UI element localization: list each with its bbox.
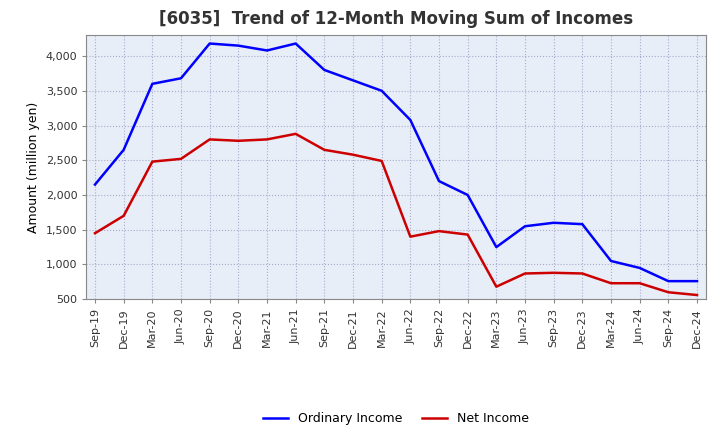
Net Income: [521, 271, 529, 276]
Ordinary Income: [91, 182, 99, 187]
Net Income: [176, 156, 185, 161]
Ordinary Income: [664, 279, 672, 284]
Net Income: [120, 213, 128, 219]
Y-axis label: Amount (million yen): Amount (million yen): [27, 102, 40, 233]
Ordinary Income: [292, 41, 300, 46]
Net Income: [292, 131, 300, 136]
Ordinary Income: [521, 224, 529, 229]
Net Income: [91, 231, 99, 236]
Ordinary Income: [635, 265, 644, 271]
Net Income: [320, 147, 328, 153]
Net Income: [406, 234, 415, 239]
Net Income: [148, 159, 157, 164]
Net Income: [607, 281, 616, 286]
Net Income: [377, 158, 386, 164]
Net Income: [234, 138, 243, 143]
Net Income: [348, 152, 357, 158]
Legend: Ordinary Income, Net Income: Ordinary Income, Net Income: [258, 407, 534, 430]
Title: [6035]  Trend of 12-Month Moving Sum of Incomes: [6035] Trend of 12-Month Moving Sum of I…: [159, 10, 633, 28]
Ordinary Income: [320, 67, 328, 73]
Ordinary Income: [406, 117, 415, 123]
Ordinary Income: [234, 43, 243, 48]
Ordinary Income: [120, 147, 128, 153]
Ordinary Income: [205, 41, 214, 46]
Net Income: [578, 271, 587, 276]
Ordinary Income: [377, 88, 386, 93]
Ordinary Income: [435, 179, 444, 184]
Ordinary Income: [578, 221, 587, 227]
Line: Net Income: Net Income: [95, 134, 697, 295]
Net Income: [435, 228, 444, 234]
Ordinary Income: [148, 81, 157, 87]
Net Income: [492, 284, 500, 290]
Ordinary Income: [348, 78, 357, 83]
Net Income: [635, 281, 644, 286]
Ordinary Income: [607, 258, 616, 264]
Net Income: [205, 137, 214, 142]
Ordinary Income: [693, 279, 701, 284]
Net Income: [693, 293, 701, 298]
Ordinary Income: [176, 76, 185, 81]
Ordinary Income: [492, 245, 500, 250]
Ordinary Income: [263, 48, 271, 53]
Net Income: [464, 232, 472, 237]
Line: Ordinary Income: Ordinary Income: [95, 44, 697, 281]
Ordinary Income: [464, 192, 472, 198]
Net Income: [664, 290, 672, 295]
Net Income: [549, 270, 558, 275]
Ordinary Income: [549, 220, 558, 225]
Net Income: [263, 137, 271, 142]
